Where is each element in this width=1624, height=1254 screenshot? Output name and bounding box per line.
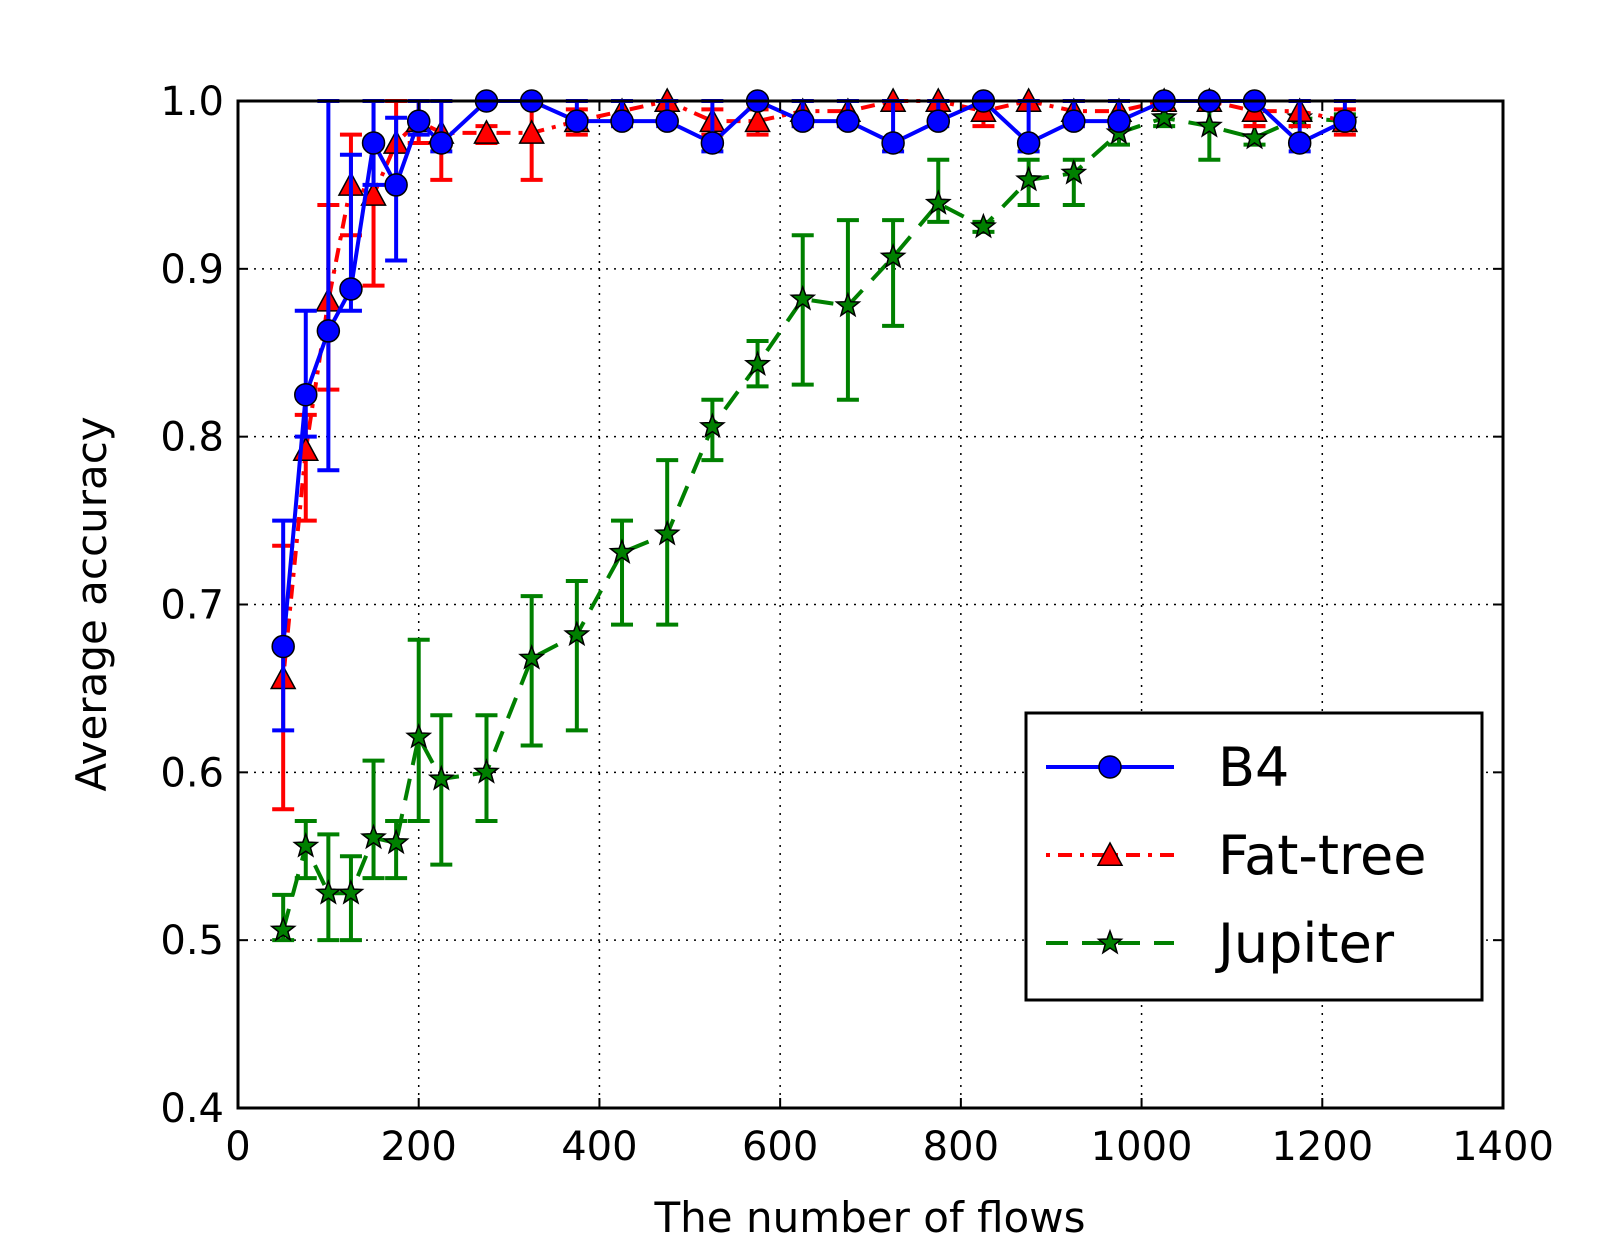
data-point: [881, 131, 905, 155]
x-tick-label: 600: [742, 1124, 818, 1170]
data-point: [1241, 123, 1268, 150]
data-point: [969, 212, 997, 239]
data-point: [518, 119, 545, 144]
legend-label: B4: [1218, 736, 1289, 799]
data-point: [406, 109, 431, 133]
data-point: [1150, 103, 1178, 130]
data-point: [924, 189, 952, 215]
data-point: [1107, 109, 1131, 133]
data-point: [1195, 112, 1223, 138]
ticks: 0 200 400 600 800 1000 1200 1400 0.4 0.5 0.6 0.7 0.8…: [160, 79, 1554, 1170]
data-point: [1015, 165, 1043, 192]
data-point: [384, 173, 408, 197]
y-axis-label: Average accuracy: [67, 416, 116, 791]
data-point: [269, 915, 297, 942]
legend-item-b4: B4: [1046, 736, 1289, 799]
data-point: [316, 319, 341, 343]
series-line: [281, 98, 1346, 647]
series-b4: [271, 89, 1357, 733]
legend-label: Jupiter: [1215, 912, 1395, 975]
data-point: [610, 109, 634, 133]
data-point: [836, 109, 860, 133]
data-point: [1060, 159, 1088, 185]
data-point: [563, 620, 591, 647]
x-tick-label: 1200: [1271, 1124, 1373, 1170]
data-point: [744, 107, 771, 133]
y-tick-label: 1.0: [160, 79, 224, 125]
data-point: [427, 764, 455, 791]
y-tick-label: 0.9: [160, 247, 224, 293]
data-point: [271, 634, 295, 659]
data-point: [1016, 131, 1041, 155]
legend-item-jupiter: Jupiter: [1046, 912, 1395, 975]
y-tick-label: 0.7: [160, 583, 224, 629]
data-point: [1287, 131, 1312, 155]
legend: B4 Fat-tree Jupiter: [1024, 711, 1484, 1002]
data-point: [653, 519, 681, 546]
data-point: [473, 119, 500, 144]
data-point: [608, 538, 636, 564]
x-tick-label: 0: [225, 1124, 250, 1170]
legend-swatch-marker: [1096, 928, 1124, 955]
data-point: [314, 879, 342, 905]
data-point: [744, 350, 772, 376]
data-point: [361, 131, 386, 155]
data-point: [879, 242, 907, 269]
data-point: [518, 644, 546, 670]
data-point: [473, 758, 500, 784]
data-point: [429, 131, 454, 155]
data-point: [360, 823, 387, 850]
x-tick-label: 800: [923, 1124, 999, 1170]
x-tick-label: 400: [561, 1124, 637, 1170]
x-tick-label: 1400: [1452, 1124, 1554, 1170]
data-point: [382, 828, 410, 855]
data-point: [337, 879, 365, 905]
data-point: [700, 131, 725, 155]
grid: [238, 101, 1503, 1108]
data-point: [1333, 109, 1357, 133]
data-point: [565, 109, 589, 133]
x-tick-label: 1000: [1091, 1124, 1193, 1170]
data-point: [789, 284, 817, 311]
legend-swatch-marker: [1096, 841, 1124, 866]
data-point: [926, 109, 951, 133]
data-point: [1062, 109, 1086, 133]
data-point: [292, 832, 320, 858]
y-tick-label: 0.6: [160, 750, 224, 796]
y-tick-label: 0.8: [160, 415, 224, 461]
x-tick-label: 200: [381, 1124, 457, 1170]
x-axis-label: The number of flows: [654, 1193, 1086, 1242]
series-line: [281, 115, 1346, 931]
legend-swatch-marker: [1098, 755, 1122, 779]
y-tick-label: 0.5: [160, 918, 224, 964]
legend-item-fat-tree: Fat-tree: [1046, 824, 1427, 887]
data-point: [834, 291, 862, 318]
legend-label: Fat-tree: [1218, 824, 1427, 887]
data-point: [790, 109, 815, 133]
data-point: [339, 277, 363, 301]
data-point: [655, 109, 679, 133]
y-tick-label: 0.4: [160, 1086, 224, 1132]
data-point: [294, 382, 318, 407]
data-point: [698, 412, 726, 439]
data-point: [405, 722, 433, 749]
